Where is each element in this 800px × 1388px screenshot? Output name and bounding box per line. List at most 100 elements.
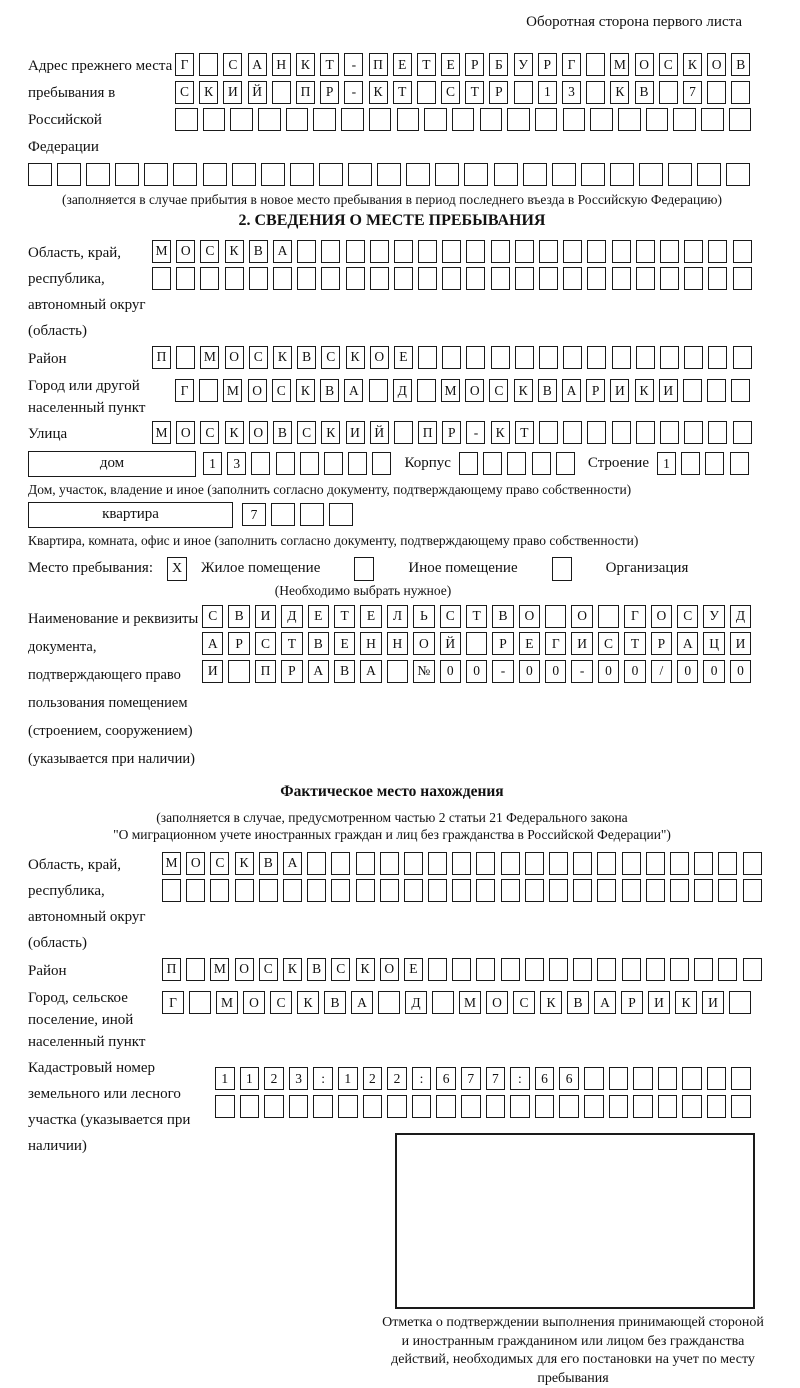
grid-cell[interactable] <box>436 1094 456 1118</box>
grid-cell[interactable]: В <box>634 80 654 104</box>
grid-cell[interactable]: П <box>162 957 181 981</box>
grid-cell[interactable] <box>682 1067 702 1090</box>
grid-cell[interactable]: 2 <box>387 1067 407 1090</box>
grid-cell[interactable] <box>514 345 534 369</box>
grid-cell[interactable] <box>549 957 568 981</box>
grid-cell[interactable] <box>563 345 583 369</box>
grid-cell[interactable] <box>199 379 219 402</box>
grid-cell[interactable] <box>587 345 607 369</box>
grid-cell[interactable] <box>524 957 544 981</box>
grid-cell[interactable]: С <box>331 957 351 981</box>
grid-cell[interactable]: С <box>271 379 291 402</box>
grid-cell[interactable]: О <box>707 53 727 76</box>
grid-cell[interactable] <box>708 345 728 369</box>
grid-cell[interactable]: Е <box>403 957 423 981</box>
grid-cell[interactable] <box>731 379 751 402</box>
grid-cell[interactable] <box>369 267 389 290</box>
grid-cell[interactable]: А <box>272 239 292 263</box>
grid-cell[interactable]: К <box>610 80 630 104</box>
grid-cell[interactable]: О <box>634 53 654 76</box>
grid-cell[interactable] <box>396 108 419 131</box>
grid-cell[interactable] <box>635 345 655 369</box>
grid-cell[interactable] <box>57 163 82 186</box>
grid-cell[interactable]: 1 <box>203 452 222 475</box>
grid-cell[interactable] <box>86 163 111 186</box>
grid-cell[interactable] <box>258 879 278 902</box>
grid-cell[interactable]: К <box>224 421 244 444</box>
grid-cell[interactable] <box>539 345 558 369</box>
grid-cell[interactable] <box>318 163 343 186</box>
grid-cell[interactable] <box>230 108 253 131</box>
grid-cell[interactable] <box>465 632 488 655</box>
grid-cell[interactable] <box>573 851 593 875</box>
grid-cell[interactable]: Н <box>386 632 409 655</box>
grid-cell[interactable]: Т <box>514 421 534 444</box>
grid-cell[interactable]: А <box>282 851 302 875</box>
grid-cell[interactable] <box>466 239 486 263</box>
grid-cell[interactable] <box>618 108 641 131</box>
grid-cell[interactable] <box>694 957 714 981</box>
grid-cell[interactable]: Р <box>281 659 303 683</box>
grid-cell[interactable] <box>682 379 702 402</box>
grid-cell[interactable]: 2 <box>264 1067 284 1090</box>
grid-cell[interactable] <box>514 239 534 263</box>
grid-cell[interactable] <box>559 1094 579 1118</box>
grid-cell[interactable]: Г <box>624 604 646 628</box>
grid-cell[interactable] <box>297 239 317 263</box>
grid-cell[interactable] <box>485 1094 506 1118</box>
grid-cell[interactable] <box>231 163 256 186</box>
grid-cell[interactable]: О <box>248 421 268 444</box>
grid-cell[interactable] <box>355 851 375 875</box>
grid-cell[interactable]: О <box>176 239 196 263</box>
grid-cell[interactable] <box>524 851 544 875</box>
grid-cell[interactable] <box>657 1094 678 1118</box>
grid-cell[interactable]: В <box>307 632 329 655</box>
grid-cell[interactable] <box>697 163 722 186</box>
grid-cell[interactable] <box>451 108 475 131</box>
grid-cell[interactable]: Ц <box>703 632 725 655</box>
grid-cell[interactable]: И <box>658 379 678 402</box>
grid-cell[interactable] <box>742 879 762 902</box>
grid-cell[interactable]: Т <box>392 80 412 104</box>
grid-cell[interactable] <box>705 452 725 475</box>
grid-cell[interactable] <box>706 1067 727 1090</box>
grid-cell[interactable] <box>510 1094 530 1118</box>
grid-cell[interactable] <box>701 108 724 131</box>
grid-cell[interactable] <box>173 163 198 186</box>
grid-cell[interactable] <box>321 239 341 263</box>
grid-cell[interactable] <box>633 1094 653 1118</box>
grid-cell[interactable] <box>239 1094 260 1118</box>
grid-cell[interactable] <box>539 239 558 263</box>
grid-cell[interactable]: П <box>295 80 315 104</box>
grid-cell[interactable] <box>199 53 219 76</box>
grid-cell[interactable] <box>428 851 448 875</box>
grid-cell[interactable]: В <box>492 604 514 628</box>
grid-cell[interactable] <box>728 108 752 131</box>
grid-cell[interactable]: 3 <box>227 452 247 475</box>
grid-cell[interactable] <box>562 108 586 131</box>
grid-cell[interactable]: Е <box>360 604 382 628</box>
house-type-box[interactable]: дом <box>28 450 196 477</box>
grid-cell[interactable] <box>659 345 679 369</box>
checkbox-residential[interactable]: X <box>167 556 187 581</box>
grid-cell[interactable] <box>726 163 751 186</box>
grid-cell[interactable] <box>732 421 752 444</box>
grid-cell[interactable]: А <box>307 659 329 683</box>
grid-cell[interactable] <box>313 1094 333 1118</box>
grid-cell[interactable] <box>321 267 341 290</box>
grid-cell[interactable]: О <box>650 604 673 628</box>
grid-cell[interactable] <box>507 108 530 131</box>
grid-cell[interactable]: : <box>313 1067 333 1090</box>
grid-cell[interactable]: 3 <box>288 1067 309 1090</box>
grid-cell[interactable]: М <box>223 379 243 402</box>
grid-cell[interactable] <box>555 452 575 475</box>
grid-cell[interactable] <box>210 879 230 902</box>
grid-cell[interactable]: 7 <box>682 80 702 104</box>
grid-cell[interactable] <box>645 957 665 981</box>
grid-cell[interactable] <box>694 851 714 875</box>
grid-cell[interactable]: М <box>610 53 630 76</box>
grid-cell[interactable] <box>563 267 583 290</box>
grid-cell[interactable] <box>611 421 631 444</box>
grid-cell[interactable]: И <box>202 659 224 683</box>
grid-cell[interactable]: Н <box>271 53 291 76</box>
